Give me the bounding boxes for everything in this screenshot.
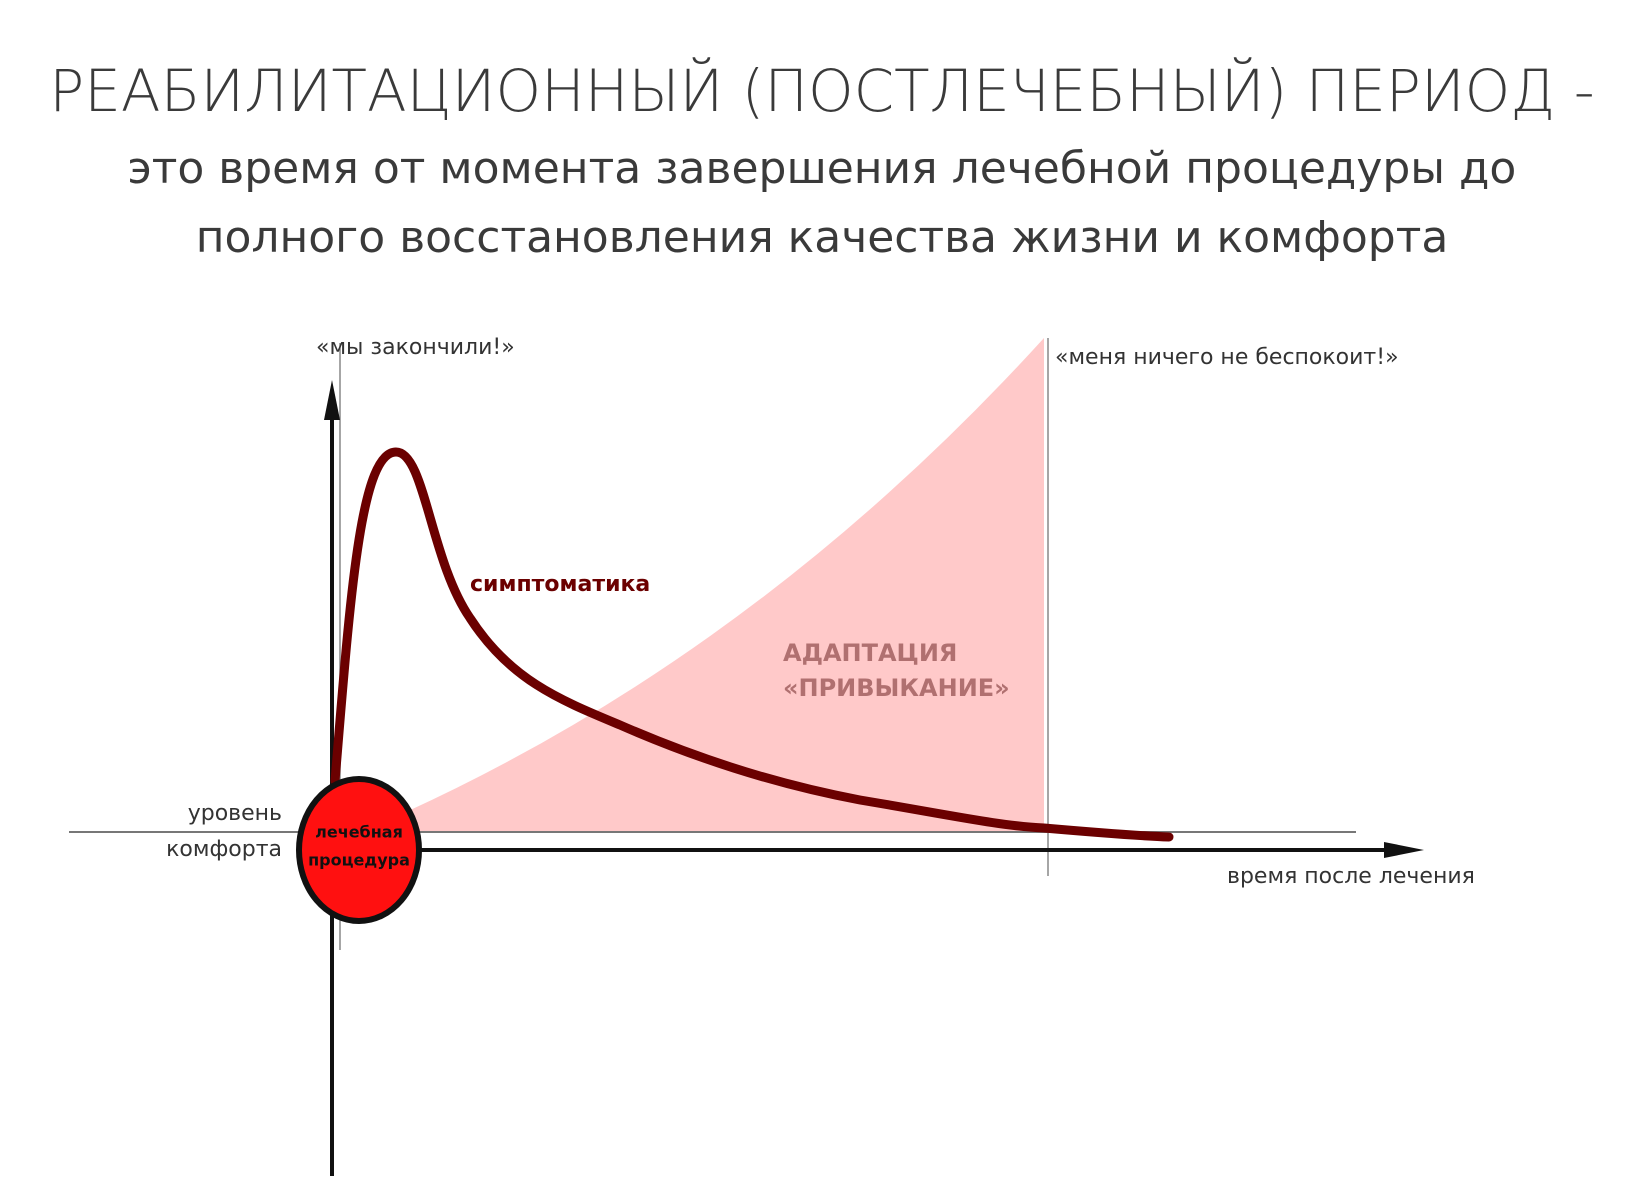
- x-arrow: [1384, 842, 1424, 858]
- curve-label: симптоматика: [470, 572, 650, 597]
- start-quote: «мы закончили!»: [316, 335, 515, 360]
- end-quote: «меня ничего не беспокоит!»: [1055, 345, 1399, 370]
- title: РЕАБИЛИТАЦИОННЫЙ (ПОСТЛЕЧЕБНЫЙ) ПЕРИОД -: [49, 56, 1594, 125]
- area-label: «ПРИВЫКАНИЕ»: [783, 674, 1010, 702]
- procedure-label: процедура: [308, 851, 410, 870]
- comfort-label: уровень: [188, 801, 282, 826]
- subtitle: это время от момента завершения лечебной…: [128, 143, 1517, 194]
- area-label: АДАПТАЦИЯ: [783, 639, 957, 667]
- comfort-label: комфорта: [166, 837, 282, 862]
- procedure-blob: [296, 776, 422, 924]
- y-arrow: [324, 380, 340, 420]
- adaptation-area: [406, 338, 1044, 832]
- symptom-curve: [330, 447, 1174, 842]
- x-axis-label: время после лечения: [1227, 864, 1475, 889]
- subtitle: полного восстановления качества жизни и …: [196, 212, 1449, 263]
- procedure-label: лечебная: [315, 823, 403, 842]
